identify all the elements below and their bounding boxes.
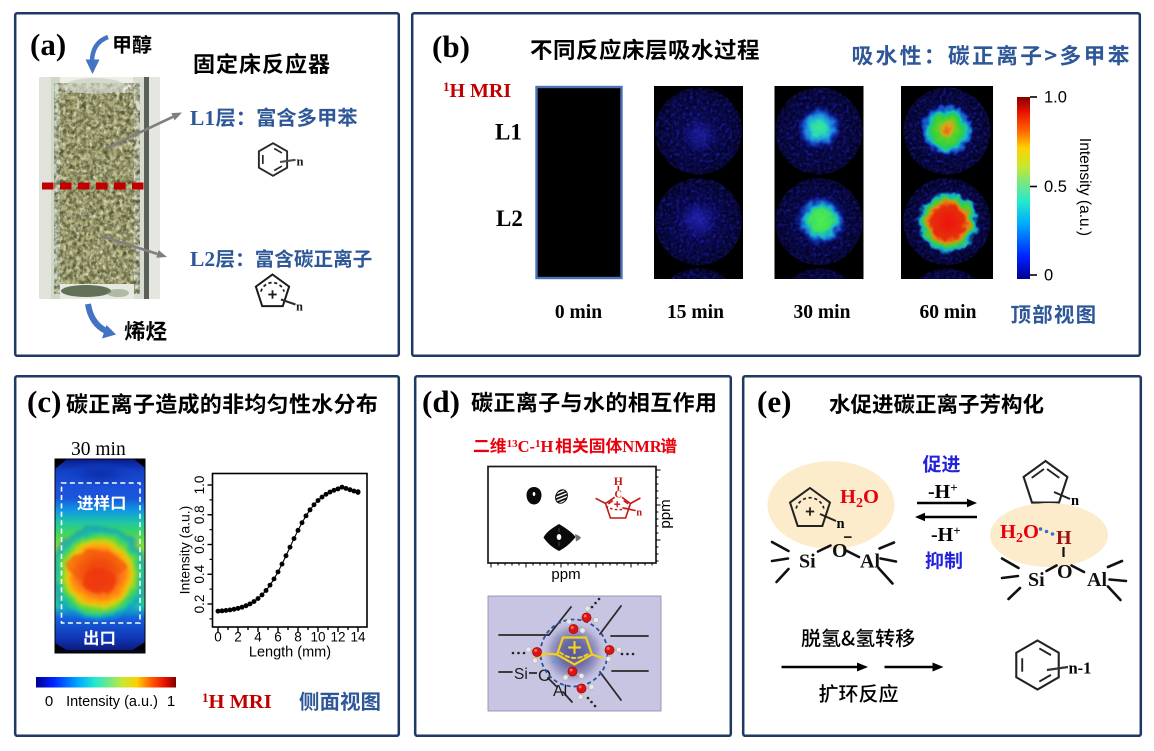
svg-text:(b): (b) [432,29,470,64]
svg-text:(e): (e) [757,384,791,419]
svg-text:1H MRI: 1H MRI [202,690,272,713]
svg-text:Al: Al [1087,569,1107,591]
svg-text:n: n [837,516,845,532]
svg-text:Si: Si [799,551,816,573]
svg-text:ppm: ppm [657,499,674,528]
svg-text:13C-1H: 13C-1H [507,437,554,456]
svg-text:0.5: 0.5 [1044,178,1067,196]
svg-text:Intensity (a.u.): Intensity (a.u.) [66,694,158,710]
svg-text:O: O [1057,561,1073,583]
svg-text:30 min: 30 min [71,439,126,460]
svg-text:(a): (a) [30,27,66,62]
svg-text:Intensity (a.u.): Intensity (a.u.) [1076,138,1093,236]
svg-text:−: − [552,654,560,669]
svg-text:0: 0 [214,630,222,645]
svg-text:Intensity (a.u.): Intensity (a.u.) [177,506,193,595]
svg-text:n: n [1071,493,1079,509]
svg-text:O: O [832,540,848,562]
svg-text:4: 4 [254,630,262,645]
svg-text:H: H [1056,527,1072,549]
svg-text:NMR: NMR [622,437,662,456]
svg-text:n-1: n-1 [1069,659,1092,678]
svg-text:8: 8 [294,630,302,645]
svg-text:H2O: H2O [1000,521,1039,546]
svg-text:Al: Al [860,551,880,573]
svg-text:n: n [296,300,303,314]
svg-text:10: 10 [310,630,325,645]
svg-text:14: 14 [350,630,366,645]
svg-text:1H MRI: 1H MRI [443,79,511,102]
svg-text:n: n [636,508,642,519]
svg-text:1: 1 [167,693,175,710]
svg-text:L1: L1 [190,106,215,130]
svg-text:H: H [614,476,623,488]
svg-text:6: 6 [274,630,282,645]
svg-text:60 min: 60 min [920,302,977,323]
svg-text:1.0: 1.0 [1044,89,1067,107]
svg-text:1.0: 1.0 [192,476,207,495]
svg-text:0.6: 0.6 [192,535,207,554]
svg-text:15 min: 15 min [667,302,724,323]
svg-text:12: 12 [330,630,345,645]
svg-text:ppm: ppm [551,566,580,583]
svg-text:0.2: 0.2 [192,595,207,614]
svg-text:Length (mm): Length (mm) [249,645,331,661]
svg-text:30 min: 30 min [794,302,851,323]
svg-text:O: O [538,666,551,685]
svg-text:(c): (c) [27,384,61,419]
svg-text:L2: L2 [496,206,523,231]
svg-text:Si: Si [1028,569,1045,591]
svg-text:2: 2 [234,630,242,645]
svg-text:0.4: 0.4 [192,564,207,583]
svg-text:Al: Al [553,683,567,700]
svg-text:0.8: 0.8 [192,505,207,524]
svg-text:L1: L1 [495,120,522,145]
svg-text:C: C [615,490,623,501]
svg-text:n: n [297,155,304,169]
svg-text:0: 0 [45,693,53,710]
svg-text:(d): (d) [422,384,460,419]
svg-text:L2: L2 [190,247,215,271]
svg-text:Si: Si [514,666,528,683]
svg-text:−: − [844,529,853,546]
svg-text:0 min: 0 min [555,302,602,323]
svg-text:0: 0 [1044,267,1053,285]
